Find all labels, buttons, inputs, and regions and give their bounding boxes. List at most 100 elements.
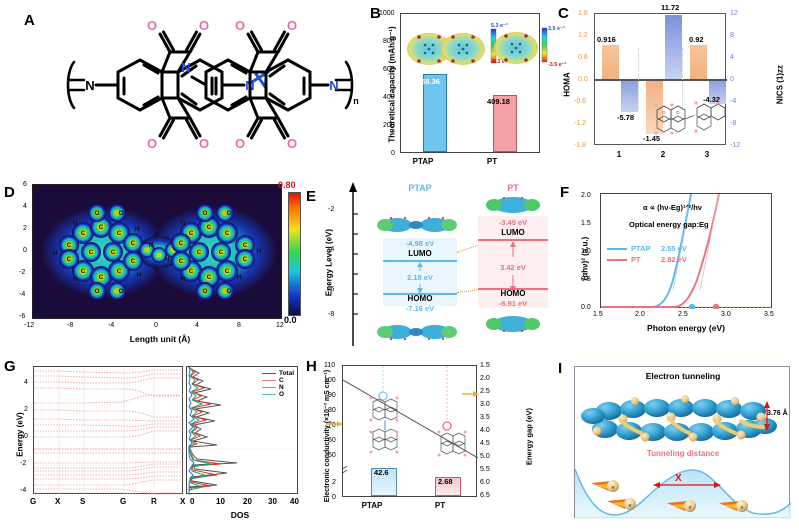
panel-g-legend-swatch-total	[261, 372, 276, 375]
panel-h-bar-pt[interactable]	[435, 477, 461, 496]
panel-b-ytick-400: 400	[383, 94, 395, 101]
svg-text:C: C	[99, 224, 104, 231]
panel-g-kpoint-g2: G	[120, 497, 127, 506]
panel-g-dos-xtick-20: 20	[243, 497, 252, 506]
panel-e-series-ptap-title: PTAP	[408, 183, 432, 193]
panel-c-bar-nics-2[interactable]	[665, 14, 682, 79]
svg-text:e: e	[628, 503, 631, 509]
panel-a-label: A	[24, 12, 35, 29]
panel-b-plot-area: 558.36 409.18	[400, 13, 540, 153]
panel-e-ptap-homo-label: HOMO	[407, 294, 433, 303]
svg-text:C: C	[131, 240, 136, 247]
panel-h-right-arrow-icon	[462, 391, 479, 397]
panel-d-ytick-m2: -2	[19, 269, 26, 276]
panel-c-bar-nics-3[interactable]	[709, 80, 726, 105]
svg-text:C: C	[81, 230, 86, 237]
panel-d-colorbar-min: 0.0	[284, 315, 297, 325]
panel-f-ytick-10: 1.0	[581, 248, 591, 255]
panel-b-bar-pt[interactable]	[493, 94, 517, 152]
panel-h-y2tick-8: 5.0	[480, 453, 490, 460]
panel-a: A	[0, 0, 360, 175]
panel-c-ylabel: HOMA	[562, 72, 572, 97]
svg-text:C: C	[219, 249, 224, 256]
panel-c-ytick-1: 1.8	[578, 10, 588, 17]
panel-g-legend-label-n: N	[278, 384, 284, 391]
panel-i-interlayer-distance: 3.76 Å	[767, 410, 788, 417]
panel-g: G Energy (eV) 4 2 0 -2 -4	[0, 352, 300, 532]
panel-f-xlabel: Photon energy (eV)	[647, 323, 725, 333]
panel-b-cbar-pt-max: 3.5 e⁻³	[548, 26, 565, 32]
panel-h-ytick-0: 0	[332, 494, 336, 501]
panel-c-separator-1	[638, 48, 639, 110]
panel-c-bar-homa-3[interactable]	[690, 45, 707, 79]
panel-h-bar-ptap[interactable]	[371, 468, 397, 496]
panel-h-y2tick-3: 2.5	[480, 388, 490, 395]
svg-text:O: O	[118, 288, 123, 295]
panel-c-y2tick-1: 12	[730, 10, 738, 17]
svg-text:O: O	[235, 18, 245, 33]
panel-g-kpoint-s: S	[80, 497, 86, 506]
panel-h-plot-area: 42.6 2.68	[340, 365, 479, 497]
panel-f-legend-value-pt: 2.82 eV	[661, 255, 687, 264]
panel-h-y2tick-6: 4.0	[480, 427, 490, 434]
panel-g-dos-xlabel: DOS	[230, 510, 250, 520]
svg-text:H: H	[135, 226, 140, 233]
panel-e-ptap-box	[383, 238, 457, 306]
panel-h-value-ptap: 42.6	[374, 468, 389, 477]
svg-text:C: C	[179, 258, 184, 265]
panel-e-ptap-homo-line	[383, 293, 457, 295]
panel-g-ytick-4: 4	[24, 379, 28, 386]
svg-text:C: C	[117, 268, 122, 275]
panel-g-dos-xtick-0: 0	[190, 497, 195, 506]
panel-g-kpoint-x1: X	[55, 497, 61, 506]
panel-d-xtick-4: 4	[195, 322, 199, 329]
svg-text:C: C	[111, 249, 116, 256]
panel-f-xtick-35: 3.5	[764, 311, 774, 318]
panel-d-xtick-8: 8	[237, 322, 241, 329]
svg-text:e: e	[611, 485, 614, 491]
svg-text:H: H	[237, 274, 242, 281]
svg-text:O: O	[94, 288, 99, 295]
panel-f-xtick-15: 1.5	[593, 311, 603, 318]
panel-e-ptap-lumo-orbital	[377, 216, 457, 232]
panel-d-xtick-m8: -8	[67, 322, 74, 329]
panel-f-ytick-05: 0.5	[581, 276, 591, 283]
panel-f-plot-area: α ∝ (hν-Eg)¹ᐟ²/hν Optical energy gap:Eg …	[600, 193, 773, 311]
svg-text:C: C	[89, 249, 94, 256]
panel-c-cat-2: 2	[660, 150, 666, 159]
panel-h-ytick-100: 100	[324, 377, 336, 384]
panel-h-y2tick-2: 2.0	[480, 375, 490, 382]
panel-c-bar-nics-1[interactable]	[621, 80, 638, 113]
panel-c-ytick-7: -1.8	[574, 142, 587, 149]
panel-e-pt-homo-value: -6.91 eV	[498, 299, 528, 308]
panel-e-ptap-lumo-line	[383, 260, 457, 262]
panel-c-ytick-4: 0.0	[578, 76, 588, 83]
panel-i-tunneling-label: Tunneling distance	[646, 449, 720, 458]
panel-b-bar-ptap[interactable]	[423, 73, 447, 152]
panel-d-xtick-0: 0	[154, 322, 158, 329]
panel-c-ytick-5: -0.6	[574, 98, 587, 105]
panel-f-annotation-2: Optical energy gap:Eg	[629, 220, 709, 229]
panel-b-inset-pt-esp	[494, 27, 548, 64]
panel-g-dos-curves	[187, 366, 299, 495]
panel-b-ytick-1000: 1000	[379, 10, 395, 17]
panel-c-y2tick-4: 0	[730, 76, 734, 83]
svg-text:H: H	[257, 248, 262, 255]
panel-h-ytick-80: 80	[328, 407, 336, 414]
svg-text:C: C	[117, 230, 122, 237]
panel-h-y2tick-10: 6.0	[480, 479, 490, 486]
panel-g-ytick-0: 0	[24, 433, 28, 440]
svg-text:C: C	[131, 258, 136, 265]
panel-c-bar-homa-2[interactable]	[646, 80, 663, 134]
panel-g-legend-label-o: O	[278, 391, 285, 398]
panel-c-value-nics-3: -4.32	[703, 95, 721, 104]
panel-c-bar-homa-1[interactable]	[602, 45, 619, 79]
svg-text:n: n	[353, 96, 359, 106]
panel-h-y2tick-4: 3.0	[480, 401, 490, 408]
svg-text:e: e	[688, 505, 691, 511]
svg-text:N: N	[165, 256, 170, 263]
panel-e-label: E	[306, 188, 317, 205]
svg-text:C: C	[67, 242, 72, 249]
panel-a-structure: O O O O N N	[66, 18, 270, 151]
panel-c-value-nics-2: 11.72	[661, 3, 680, 12]
